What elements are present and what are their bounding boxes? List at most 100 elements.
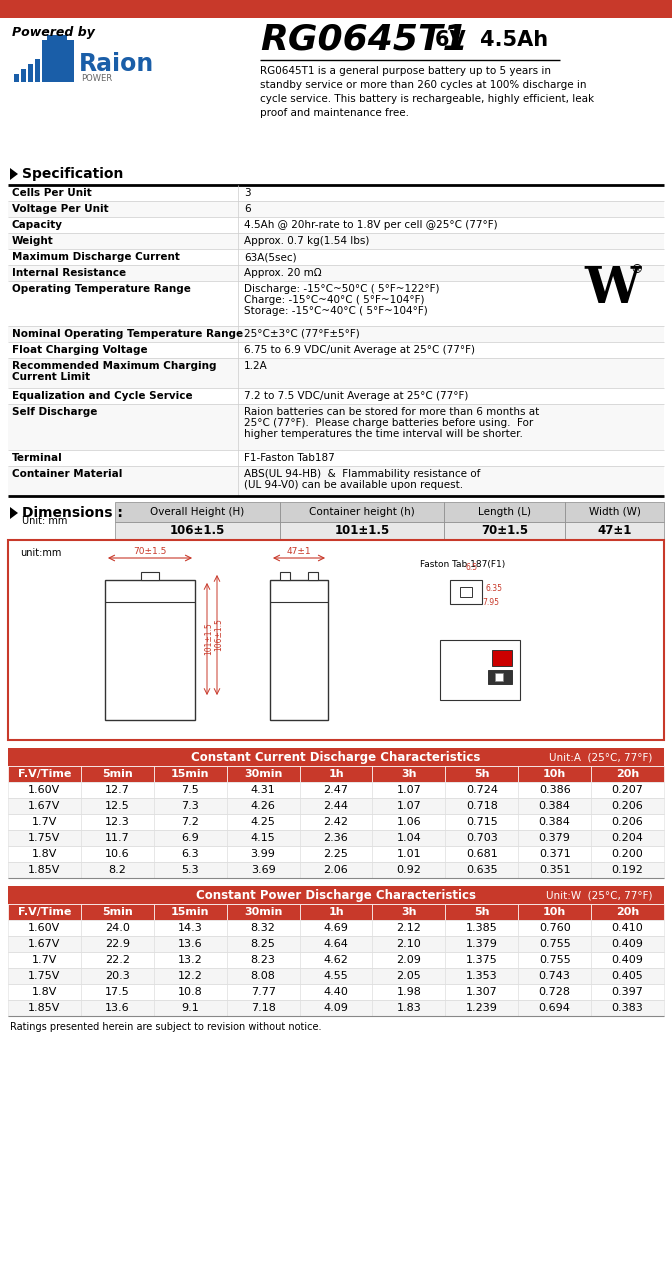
Bar bbox=[372, 952, 446, 968]
Bar bbox=[154, 782, 226, 797]
Text: 4.25: 4.25 bbox=[251, 817, 276, 827]
Bar bbox=[518, 765, 591, 782]
Text: Unit:W  (25°C, 77°F): Unit:W (25°C, 77°F) bbox=[546, 890, 652, 900]
Bar bbox=[440, 640, 520, 700]
Text: 2.06: 2.06 bbox=[324, 865, 348, 876]
Text: Voltage Per Unit: Voltage Per Unit bbox=[12, 204, 109, 214]
Text: 101±1.5: 101±1.5 bbox=[335, 525, 390, 538]
Text: 20.3: 20.3 bbox=[105, 972, 130, 980]
Bar bbox=[518, 829, 591, 846]
Text: 70±1.5: 70±1.5 bbox=[481, 525, 528, 538]
Bar bbox=[8, 829, 81, 846]
Text: Width (W): Width (W) bbox=[589, 507, 640, 517]
Bar bbox=[446, 814, 518, 829]
Bar bbox=[444, 502, 565, 522]
Bar bbox=[372, 829, 446, 846]
Bar bbox=[446, 1000, 518, 1016]
Text: 1.375: 1.375 bbox=[466, 955, 498, 965]
Bar bbox=[81, 829, 154, 846]
Bar bbox=[8, 282, 664, 326]
Text: cycle service. This battery is rechargeable, highly efficient, leak: cycle service. This battery is rechargea… bbox=[260, 93, 594, 104]
Text: 8.08: 8.08 bbox=[251, 972, 276, 980]
Text: Nominal Operating Temperature Range: Nominal Operating Temperature Range bbox=[12, 329, 243, 339]
Bar bbox=[591, 920, 664, 936]
Bar bbox=[8, 466, 664, 495]
Text: 2.12: 2.12 bbox=[396, 923, 421, 933]
Text: 0.755: 0.755 bbox=[539, 955, 571, 965]
Text: 0.724: 0.724 bbox=[466, 785, 498, 795]
Text: 7.18: 7.18 bbox=[251, 1004, 276, 1012]
Text: 6: 6 bbox=[244, 204, 251, 214]
Bar bbox=[115, 522, 280, 540]
Bar bbox=[8, 748, 664, 765]
Text: 1.01: 1.01 bbox=[396, 849, 421, 859]
Bar bbox=[226, 952, 300, 968]
Bar bbox=[446, 984, 518, 1000]
Bar bbox=[300, 765, 372, 782]
Text: 1.385: 1.385 bbox=[466, 923, 498, 933]
Bar bbox=[446, 904, 518, 920]
Text: 0.681: 0.681 bbox=[466, 849, 498, 859]
Bar bbox=[591, 829, 664, 846]
Text: Raion batteries can be stored for more than 6 months at: Raion batteries can be stored for more t… bbox=[244, 407, 539, 417]
Text: 14.3: 14.3 bbox=[178, 923, 202, 933]
Bar bbox=[154, 797, 226, 814]
Text: 1.353: 1.353 bbox=[466, 972, 497, 980]
Bar bbox=[372, 1000, 446, 1016]
Bar bbox=[518, 936, 591, 952]
Text: 1.85V: 1.85V bbox=[28, 865, 60, 876]
Text: Recommended Maximum Charging: Recommended Maximum Charging bbox=[12, 361, 216, 371]
Text: 4.15: 4.15 bbox=[251, 833, 276, 844]
Bar bbox=[446, 829, 518, 846]
Bar bbox=[372, 797, 446, 814]
Bar bbox=[226, 782, 300, 797]
Bar bbox=[518, 904, 591, 920]
Bar bbox=[300, 936, 372, 952]
Text: 7.95: 7.95 bbox=[482, 598, 499, 607]
Text: 1.98: 1.98 bbox=[396, 987, 421, 997]
Text: Weight: Weight bbox=[12, 236, 54, 246]
Bar bbox=[591, 846, 664, 861]
Text: 0.743: 0.743 bbox=[539, 972, 571, 980]
Text: 1.75V: 1.75V bbox=[28, 972, 60, 980]
Text: 106±1.5: 106±1.5 bbox=[169, 525, 225, 538]
Text: 1h: 1h bbox=[328, 769, 344, 780]
Bar bbox=[591, 782, 664, 797]
Text: Equalization and Cycle Service: Equalization and Cycle Service bbox=[12, 390, 193, 401]
Text: 10.6: 10.6 bbox=[105, 849, 130, 859]
Bar bbox=[372, 936, 446, 952]
Bar bbox=[8, 404, 664, 451]
Bar bbox=[308, 572, 318, 580]
Bar bbox=[81, 920, 154, 936]
Text: Approx. 0.7 kg(1.54 lbs): Approx. 0.7 kg(1.54 lbs) bbox=[244, 236, 370, 246]
Bar bbox=[372, 765, 446, 782]
Text: 2.42: 2.42 bbox=[323, 817, 349, 827]
Text: 5min: 5min bbox=[102, 908, 132, 916]
Bar bbox=[8, 904, 81, 920]
Bar bbox=[0, 18, 672, 163]
Bar bbox=[518, 984, 591, 1000]
Text: 0.384: 0.384 bbox=[539, 817, 571, 827]
Text: 1.06: 1.06 bbox=[396, 817, 421, 827]
Bar bbox=[47, 35, 67, 41]
Text: Specification: Specification bbox=[22, 166, 124, 180]
Bar bbox=[21, 69, 26, 82]
Bar bbox=[226, 814, 300, 829]
Bar bbox=[8, 920, 81, 936]
Bar bbox=[226, 904, 300, 920]
Bar bbox=[446, 846, 518, 861]
Bar bbox=[460, 588, 472, 596]
Text: Unit: mm: Unit: mm bbox=[22, 516, 67, 526]
Bar bbox=[8, 358, 664, 388]
Text: 0.635: 0.635 bbox=[466, 865, 497, 876]
Text: 1.60V: 1.60V bbox=[28, 785, 60, 795]
Bar bbox=[300, 952, 372, 968]
Bar bbox=[300, 797, 372, 814]
Text: 0.755: 0.755 bbox=[539, 940, 571, 948]
Bar bbox=[226, 846, 300, 861]
Text: 4.62: 4.62 bbox=[323, 955, 349, 965]
Text: 13.6: 13.6 bbox=[105, 1004, 130, 1012]
Bar bbox=[446, 797, 518, 814]
Bar bbox=[154, 829, 226, 846]
Bar bbox=[8, 201, 664, 218]
